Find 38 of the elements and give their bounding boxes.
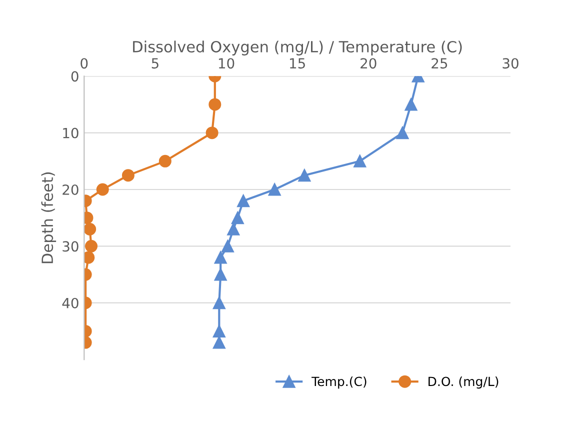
point <box>214 268 227 281</box>
legend-label: Temp.(C) <box>312 376 366 389</box>
x-tick-label: 30 <box>502 58 518 69</box>
point <box>85 240 98 252</box>
point <box>84 251 95 264</box>
point <box>221 240 234 252</box>
y-tick-label: 0 <box>71 71 78 82</box>
x-tick-label: 25 <box>432 58 448 69</box>
point <box>206 126 218 140</box>
point <box>354 154 366 168</box>
point <box>268 183 281 196</box>
point <box>237 194 250 208</box>
y-tick-label: 30 <box>62 241 78 252</box>
x-tick-label: 15 <box>290 58 305 69</box>
point <box>158 154 172 168</box>
point <box>214 251 227 264</box>
x-tick-label: 0 <box>80 58 88 69</box>
legend-label: D.O. (mg/L) <box>428 376 498 389</box>
y-axis-title: Depth (feet) <box>41 172 56 264</box>
point <box>231 212 244 224</box>
point <box>208 98 222 111</box>
point <box>212 336 226 349</box>
x-tick-label: 10 <box>218 58 234 69</box>
point <box>404 98 418 111</box>
y-tick-label: 20 <box>62 184 78 195</box>
point <box>122 169 134 182</box>
point <box>84 222 96 236</box>
x-axis-title: Dissolved Oxygen (mg/L) / Temperature (C) <box>133 40 462 56</box>
y-tick-label: 10 <box>63 128 78 138</box>
x-tick-label: 5 <box>152 58 158 69</box>
point <box>212 324 226 338</box>
point <box>96 183 109 196</box>
y-tick-label: 40 <box>62 298 78 308</box>
point <box>396 126 409 140</box>
point <box>298 169 311 182</box>
point <box>227 222 240 236</box>
x-tick-label: 20 <box>360 58 376 69</box>
point <box>212 296 226 310</box>
